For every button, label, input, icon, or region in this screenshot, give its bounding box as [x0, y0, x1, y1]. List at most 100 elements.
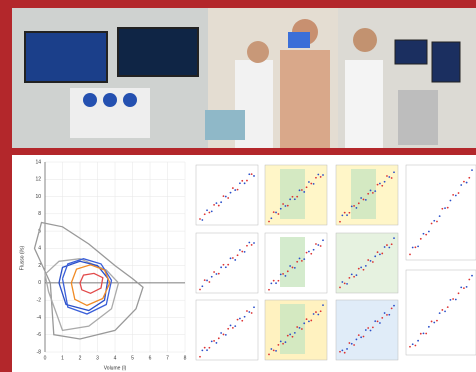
mini-dot	[277, 213, 280, 215]
mini-dot	[369, 189, 372, 192]
mini-dot	[350, 273, 353, 276]
mini-dot	[454, 298, 457, 301]
mini-dot	[315, 243, 317, 245]
mini-dot	[231, 257, 234, 259]
mini-dot	[250, 244, 253, 246]
y-tick-label: 8	[38, 211, 41, 217]
mini-dot	[268, 220, 270, 223]
y-tick-label: 14	[35, 159, 41, 165]
mini-dot	[388, 176, 391, 178]
mini-dot	[457, 192, 460, 194]
mini-dot	[305, 186, 308, 189]
mini-dot	[357, 202, 360, 205]
mini-dot	[471, 169, 473, 172]
mini-dot	[411, 343, 414, 346]
mini-dot	[419, 332, 422, 335]
x-tick-label: 2	[79, 355, 82, 361]
y-tick-label: 0	[38, 280, 41, 286]
mini-dot	[286, 334, 289, 337]
x-tick-label: 4	[114, 355, 117, 361]
mini-dot	[417, 245, 419, 248]
mini-dot	[427, 230, 430, 233]
mini-dot	[293, 266, 296, 269]
mini-dot	[298, 189, 301, 192]
mini-dot	[414, 344, 417, 347]
y-tick-label: -2	[37, 298, 42, 304]
mini-dot	[362, 268, 365, 271]
mini-dot	[231, 187, 234, 189]
mini-dot	[388, 313, 391, 316]
mini-dot	[383, 312, 386, 314]
mini-dot	[430, 222, 433, 225]
mini-dot	[243, 315, 246, 318]
mini-dot	[312, 248, 315, 251]
mini-dot	[369, 329, 372, 332]
mini-dot	[229, 191, 232, 194]
mini-dot	[468, 176, 471, 179]
mini-dot	[248, 173, 251, 176]
mini-dot	[315, 176, 317, 179]
mini-dot	[300, 189, 303, 191]
y-tick-label: -4	[37, 315, 42, 321]
mini-dot	[411, 246, 414, 249]
mini-dot	[374, 190, 377, 192]
mini-dot	[246, 179, 248, 182]
mini-dot	[444, 310, 446, 313]
mini-dot	[279, 340, 282, 343]
y-tick-label: -6	[37, 332, 42, 338]
y-axis-label: Flusso (l/s)	[19, 245, 25, 270]
mini-dot	[272, 279, 275, 282]
mini-dot	[362, 335, 365, 338]
mini-dot	[248, 311, 251, 313]
mini-dot	[319, 176, 322, 178]
mini-dot	[433, 219, 436, 222]
mini-dot	[350, 205, 353, 208]
mini-dot	[236, 318, 239, 321]
mini-dot	[270, 282, 273, 285]
mini-dot	[422, 232, 425, 235]
mini-dot	[246, 244, 248, 247]
mini-dot	[199, 288, 201, 291]
mini-dot	[312, 313, 315, 315]
mini-dot	[210, 340, 213, 343]
mini-dot	[343, 282, 346, 285]
loop-line	[44, 258, 120, 332]
mini-dot	[457, 292, 460, 295]
mini-dot	[291, 335, 294, 338]
mini-dot	[215, 342, 218, 344]
mini-dot	[229, 257, 232, 260]
mini-dot	[369, 260, 372, 262]
mini-dot	[220, 201, 223, 204]
mini-dot	[201, 285, 204, 288]
x-tick-label: 5	[131, 355, 134, 361]
mini-dot	[213, 204, 215, 206]
mini-dot	[289, 198, 292, 201]
mini-dot	[308, 320, 310, 323]
mini-dot	[409, 345, 411, 348]
x-tick-label: 3	[96, 355, 99, 361]
mini-dot	[291, 266, 294, 269]
mini-dot	[436, 319, 438, 322]
mini-dot	[343, 211, 346, 214]
mini-dot	[229, 324, 232, 327]
mini-dot	[364, 264, 367, 267]
mini-dot	[425, 233, 428, 236]
mini-dot	[393, 171, 395, 174]
mini-dot	[388, 246, 391, 249]
mini-dot	[357, 334, 360, 337]
mini-band	[280, 169, 305, 219]
mini-dot	[241, 319, 244, 322]
mini-dot	[210, 275, 213, 278]
mini-dot	[371, 261, 374, 263]
mini-dot	[201, 349, 204, 352]
mini-dot	[425, 332, 428, 335]
mini-dot	[296, 260, 299, 263]
mini-dot	[234, 325, 237, 327]
x-tick-label: 0	[44, 355, 47, 361]
x-tick-label: 1	[61, 355, 64, 361]
y-tick-label: 2	[38, 263, 41, 269]
mini-dot	[305, 251, 308, 254]
mini-dot	[277, 279, 280, 282]
mini-dot	[284, 341, 287, 344]
mini-dot	[310, 252, 313, 255]
